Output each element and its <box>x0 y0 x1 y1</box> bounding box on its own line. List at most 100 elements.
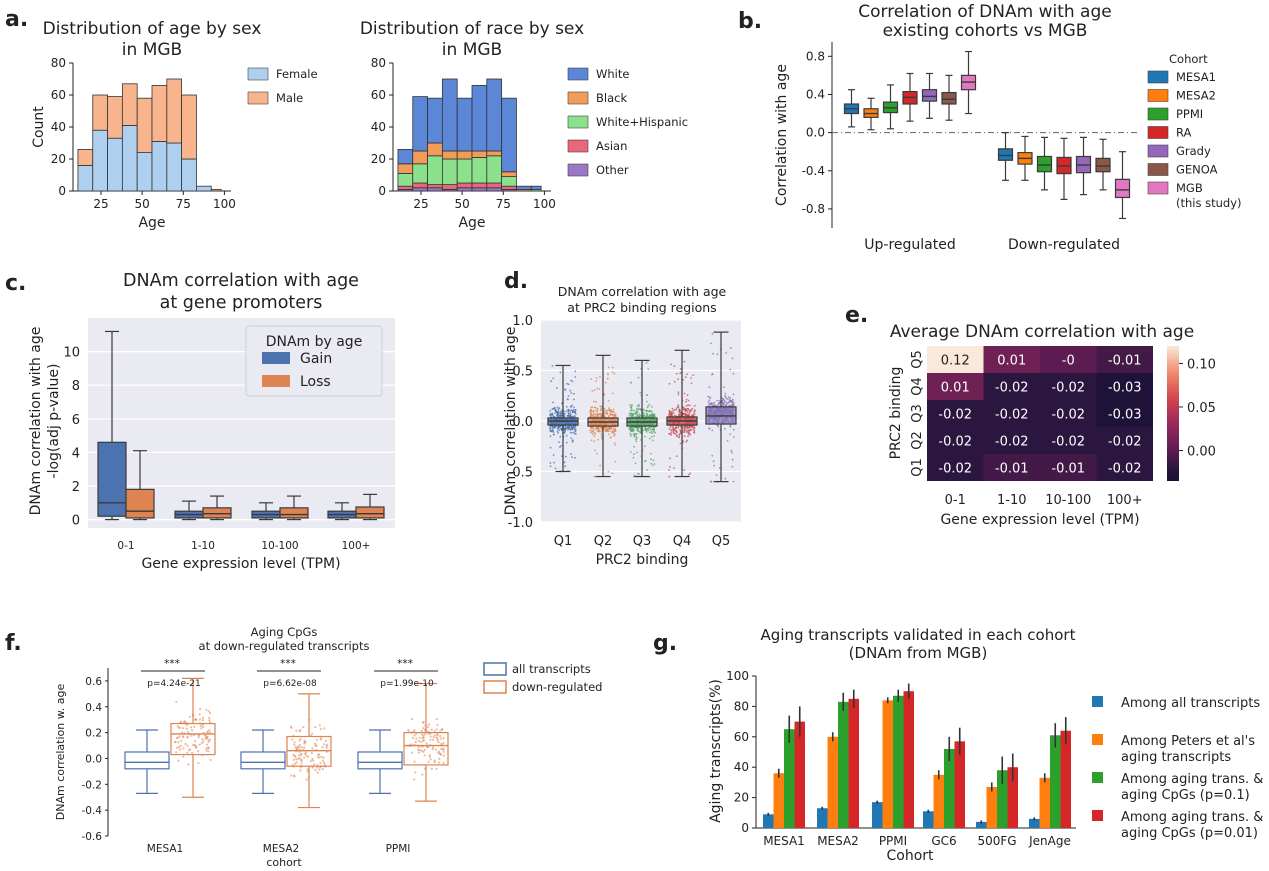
d-ytick-label: -1.0 <box>508 516 533 531</box>
f-point <box>202 740 205 743</box>
g-bar-3 <box>1060 730 1071 828</box>
f-point <box>438 757 441 761</box>
f-point <box>290 774 293 777</box>
d-point <box>611 472 614 475</box>
g-xtick-label: PPMI <box>879 834 907 848</box>
d-point <box>688 429 691 432</box>
f-point <box>200 727 203 730</box>
a2-bar-whitehispanic <box>456 158 473 184</box>
d-point <box>593 440 596 443</box>
d-point <box>679 414 682 416</box>
a1-ytick-label: 20 <box>51 152 66 166</box>
a2-xlabel: Age <box>458 215 485 231</box>
d-point <box>652 430 655 432</box>
a2-bar-white <box>456 97 473 152</box>
d-point <box>633 474 636 477</box>
f-point <box>431 738 434 741</box>
f-point <box>205 749 208 752</box>
f-point <box>175 736 178 740</box>
d-point <box>573 392 575 395</box>
a1-title-0: Distribution of age by sex <box>43 19 262 39</box>
d-point <box>731 465 734 468</box>
e-cell-label: -0.02 <box>1051 408 1085 423</box>
d-point <box>645 427 647 430</box>
d-point <box>566 414 569 417</box>
f-point <box>322 756 325 759</box>
f-point <box>321 746 324 749</box>
d-point <box>636 451 638 454</box>
d-point <box>693 412 695 414</box>
f-point <box>429 738 432 741</box>
a2-legend-item-swatch <box>567 139 589 153</box>
d-point <box>591 430 594 433</box>
a2-bar-black <box>441 150 458 160</box>
f-legend-item-swatch <box>483 662 507 676</box>
d-point <box>599 464 601 467</box>
d-point <box>677 393 680 396</box>
d-point <box>686 429 688 432</box>
f-point <box>191 751 194 755</box>
d-point <box>691 407 694 410</box>
g-ytick-label: 0 <box>741 821 749 835</box>
d-point <box>565 405 568 408</box>
c-legend-label: Gain <box>300 351 332 367</box>
d-point <box>668 469 670 471</box>
e-cell-label: -0.01 <box>1051 462 1085 477</box>
d-point <box>669 433 671 435</box>
f-point <box>208 716 211 720</box>
e-colorbar-label: 0.05 <box>1187 401 1216 416</box>
f-point <box>319 728 323 731</box>
a2-bar-white <box>427 97 443 144</box>
e-cell-label: 0.12 <box>941 354 970 369</box>
d-point <box>637 376 640 379</box>
d-point <box>571 426 574 429</box>
d-point <box>730 400 732 402</box>
f-pvalue: p=4.24e-21 <box>147 679 201 689</box>
c-legend-title: DNAm by age <box>266 334 363 350</box>
d-point <box>710 342 712 345</box>
d-point <box>637 430 640 432</box>
d-point <box>645 429 648 432</box>
f-point <box>299 769 302 772</box>
d-point <box>652 459 655 461</box>
d-point <box>635 426 638 429</box>
d-point <box>630 406 633 409</box>
d-point <box>683 469 686 471</box>
f-point <box>192 743 195 747</box>
f-significance-stars: *** <box>397 658 413 670</box>
f-point <box>428 723 431 726</box>
d-point <box>553 461 555 464</box>
d-point <box>557 432 560 434</box>
e-colorbar-label: 0.10 <box>1187 357 1216 372</box>
d-point <box>724 477 727 480</box>
e-cell-label: -0.02 <box>1108 435 1142 450</box>
d-point <box>569 409 572 412</box>
a1-legend-item-label: Male <box>276 91 303 105</box>
d-point <box>569 405 572 408</box>
b-legend-item-label: Grady <box>1176 144 1211 158</box>
d-point <box>599 376 601 378</box>
f-point <box>306 768 309 771</box>
d-point <box>612 408 615 411</box>
d-point <box>629 413 632 415</box>
d-point <box>596 410 599 412</box>
f-point <box>422 739 426 742</box>
f-point <box>442 750 445 753</box>
f-point <box>300 766 303 769</box>
f-point <box>181 735 185 738</box>
a1-bar-male <box>92 94 108 131</box>
d-point <box>589 415 591 418</box>
d-point <box>678 436 680 439</box>
d-point <box>638 413 641 416</box>
d-point <box>554 467 557 470</box>
f-point <box>434 734 437 737</box>
e-cell-label: -0.02 <box>1051 435 1085 450</box>
c-box-loss-box <box>355 506 385 519</box>
g-bar-0 <box>1029 818 1040 828</box>
e-cell-label: -0.02 <box>938 462 972 477</box>
f-point <box>313 763 316 766</box>
f-point <box>291 738 294 741</box>
f-point <box>178 745 181 749</box>
f-point <box>435 767 438 770</box>
